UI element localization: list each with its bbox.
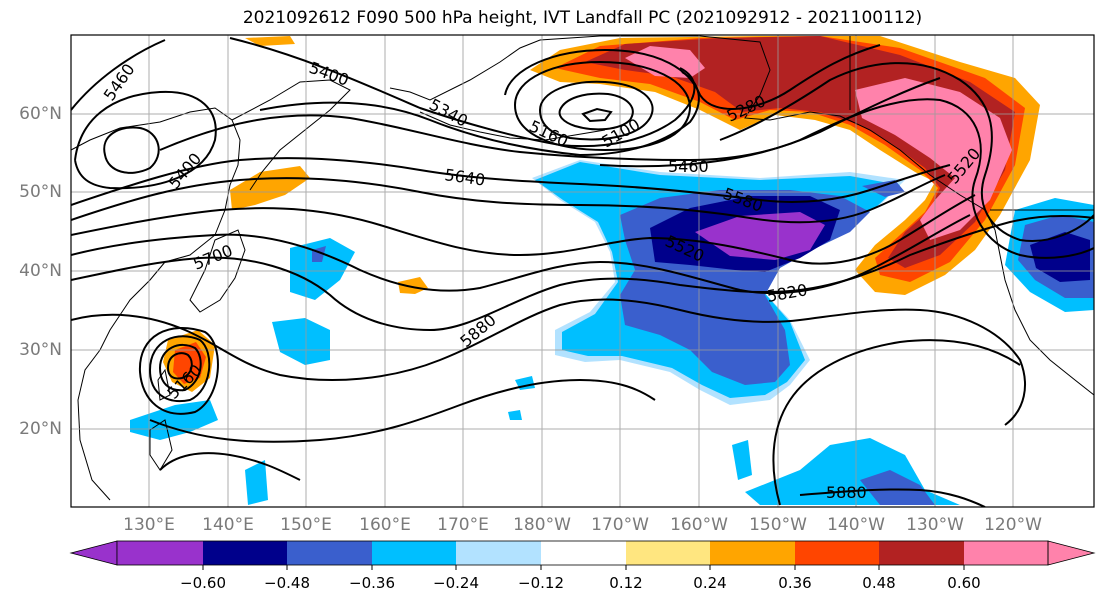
colorbar-segment	[541, 541, 626, 565]
lon-label-140w: 140°W	[827, 515, 885, 535]
positive-shade-small	[398, 277, 428, 294]
lon-label-120w: 120°W	[984, 515, 1042, 535]
contour-5520-ne	[719, 62, 1094, 242]
colorbar-segment	[710, 541, 795, 565]
colorbar-outline	[116, 540, 1049, 566]
colorbar	[69, 540, 1096, 570]
lat-label-40n: 40°N	[19, 261, 62, 281]
contour-5220	[513, 60, 692, 152]
colorbar-segment	[203, 541, 287, 565]
philippines-coast	[149, 419, 173, 471]
contour-5160	[538, 80, 654, 141]
colorbar-tick: 0.36	[778, 574, 812, 592]
negative-shade-small-2	[508, 410, 522, 420]
map-title: 2021092612 F090 500 hPa height, IVT Land…	[242, 8, 923, 28]
contour-5580	[71, 174, 946, 224]
contour-5880-south	[149, 378, 656, 443]
na-coast	[994, 229, 1094, 396]
lon-label-160w: 160°W	[670, 515, 728, 535]
lat-label-60n: 60°N	[19, 104, 62, 124]
contour-5880-south-line	[799, 488, 986, 507]
colorbar-segment	[879, 541, 964, 565]
contour-label: 5640	[443, 165, 486, 189]
contour-label: 5460	[100, 60, 139, 104]
negative-shade-west-3	[130, 400, 218, 440]
contour-5280	[504, 44, 881, 110]
negative-shade-hawaii	[732, 440, 752, 480]
lon-label-140e: 140°E	[202, 515, 254, 535]
colorbar-segment	[287, 541, 372, 565]
colorbar-extend-high	[1047, 540, 1096, 566]
contour-5100	[558, 92, 634, 131]
contour-label: 5400	[307, 58, 352, 90]
colorbar-segment	[795, 541, 879, 565]
contour-5880	[71, 298, 1026, 426]
contour-low-west	[103, 126, 160, 174]
positive-shade-top	[245, 36, 295, 46]
colorbar-tick: 0.12	[609, 574, 643, 592]
contour-label: 5340	[426, 95, 471, 131]
map-frame	[70, 34, 1095, 508]
alaska-coast	[389, 35, 996, 231]
negative-shade-small-3	[245, 460, 268, 505]
colorbar-segment	[117, 541, 203, 565]
lon-label-170e: 170°E	[437, 515, 489, 535]
contour-5880-sw	[159, 452, 301, 481]
lat-label-30n: 30°N	[19, 340, 62, 360]
japan-coast	[189, 229, 246, 313]
contour-5640	[71, 157, 951, 206]
contour-5820	[71, 215, 1094, 332]
colorbar-segment	[456, 541, 541, 565]
colorbar-segment	[626, 541, 710, 565]
negative-shade-south-royal	[860, 470, 935, 505]
lon-label-130w: 130°W	[906, 515, 964, 535]
lon-label-180w: 180°W	[513, 515, 571, 535]
lon-label-150e: 150°E	[280, 515, 332, 535]
coastlines	[71, 35, 1094, 501]
contour-label: 5820	[765, 280, 808, 306]
negative-shade-west-2	[272, 318, 330, 365]
lat-label-20n: 20°N	[19, 419, 62, 439]
aleutians	[419, 111, 606, 141]
colorbar-tick: −0.12	[518, 574, 564, 592]
lon-label-160e: 160°E	[359, 515, 411, 535]
contour-5460-west	[71, 39, 166, 111]
contour-5460	[159, 77, 941, 162]
asia-coast	[71, 107, 241, 501]
lat-label-50n: 50°N	[19, 182, 62, 202]
contour-outer-west	[74, 90, 217, 190]
height-contours	[71, 37, 1094, 507]
colorbar-extend-low	[69, 540, 118, 566]
lon-label-130e: 130°E	[123, 515, 175, 535]
lon-label-150w: 150°W	[749, 515, 807, 535]
na-border	[849, 36, 1094, 211]
colorbar-tick: −0.60	[180, 574, 226, 592]
contour-label: 5460	[668, 157, 709, 176]
contour-5880-se	[772, 339, 1021, 506]
contour-label: 5880	[826, 483, 867, 502]
colorbar-tick: −0.24	[433, 574, 479, 592]
lon-label-170w: 170°W	[591, 515, 649, 535]
contour-typhoon-1	[166, 352, 193, 380]
negative-shade-purple	[695, 212, 825, 260]
colorbar-tick: −0.48	[264, 574, 310, 592]
contour-5340	[259, 71, 700, 157]
contour-typhoon-2	[158, 343, 202, 392]
colorbar-segment	[372, 541, 456, 565]
colorbar-tick: −0.36	[349, 574, 395, 592]
colorbar-segment	[964, 541, 1048, 565]
colorbar-tick: 0.24	[693, 574, 727, 592]
contour-5400	[229, 37, 696, 148]
colorbar-tick: 0.48	[862, 574, 896, 592]
positive-shade-kamchatka	[230, 166, 310, 210]
kamchatka-coast	[231, 79, 351, 191]
contour-typhoon-4	[138, 327, 219, 415]
contour-5700	[71, 194, 976, 265]
colorbar-tick: 0.60	[947, 574, 981, 592]
contour-inner-low	[581, 107, 613, 123]
contour-typhoon-3	[148, 335, 211, 403]
gridlines	[71, 35, 1094, 507]
